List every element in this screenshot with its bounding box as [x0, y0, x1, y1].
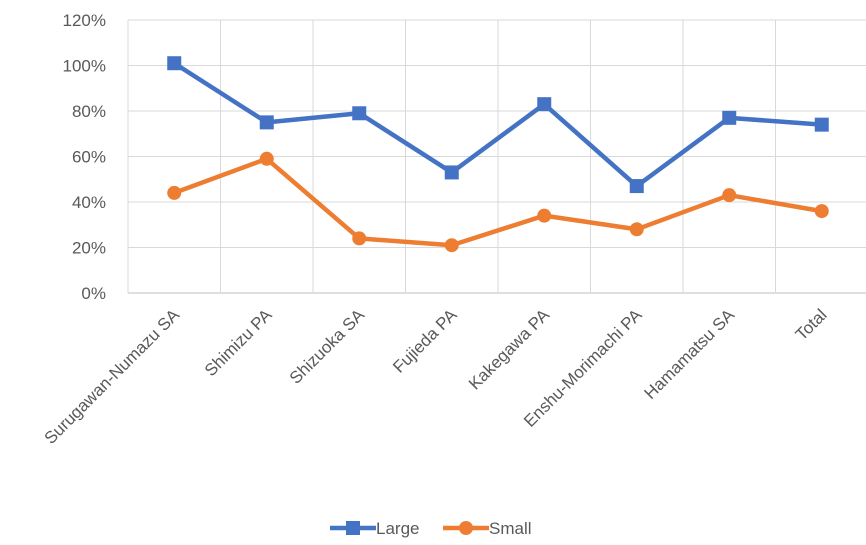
legend-label: Large	[376, 519, 419, 538]
x-tick-label: Fujieda PA	[389, 305, 461, 377]
series-line	[172, 156, 824, 248]
y-axis: 0% 20% 40% 60% 80% 100% 120%	[63, 11, 106, 303]
y-tick-label: 100%	[63, 57, 106, 76]
data-point	[444, 238, 459, 253]
data-point	[352, 231, 367, 246]
y-tick-label: 60%	[72, 148, 106, 167]
y-tick-label: 40%	[72, 193, 106, 212]
series-line	[172, 60, 824, 189]
legend-label: Small	[489, 519, 532, 538]
data-point	[722, 188, 737, 203]
legend-marker	[346, 521, 360, 535]
data-point	[629, 179, 644, 194]
data-point	[167, 185, 182, 200]
data-point	[537, 208, 552, 223]
x-tick-label: Total	[792, 305, 831, 344]
legend: Large Small	[330, 519, 532, 538]
legend-item: Small	[443, 519, 532, 538]
data-point	[722, 110, 737, 125]
x-tick-label: Surugawan-Numazu SA	[41, 305, 184, 448]
x-tick-label: Shizuoka SA	[286, 305, 369, 388]
data-point	[537, 97, 552, 112]
x-tick-label: Hamamatsu SA	[640, 305, 738, 403]
legend-marker	[459, 521, 473, 535]
data-point	[629, 222, 644, 237]
data-point	[814, 117, 829, 132]
data-point	[259, 151, 274, 166]
series-large	[167, 56, 829, 194]
data-point	[167, 56, 182, 71]
x-tick-label: Kakegawa PA	[465, 305, 554, 394]
data-point	[814, 204, 829, 219]
series-group	[167, 56, 829, 253]
x-tick-label: Shimizu PA	[201, 305, 276, 380]
legend-item: Large	[330, 519, 419, 538]
series-small	[167, 151, 829, 253]
x-axis: Surugawan-Numazu SA Shimizu PA Shizuoka SA…	[41, 305, 831, 448]
data-point	[259, 115, 274, 130]
y-tick-label: 20%	[72, 239, 106, 258]
y-tick-label: 120%	[63, 11, 106, 30]
y-tick-label: 80%	[72, 102, 106, 121]
gridlines	[127, 19, 866, 294]
y-tick-label: 0%	[81, 284, 106, 303]
data-point	[352, 106, 367, 121]
data-point	[444, 165, 459, 180]
